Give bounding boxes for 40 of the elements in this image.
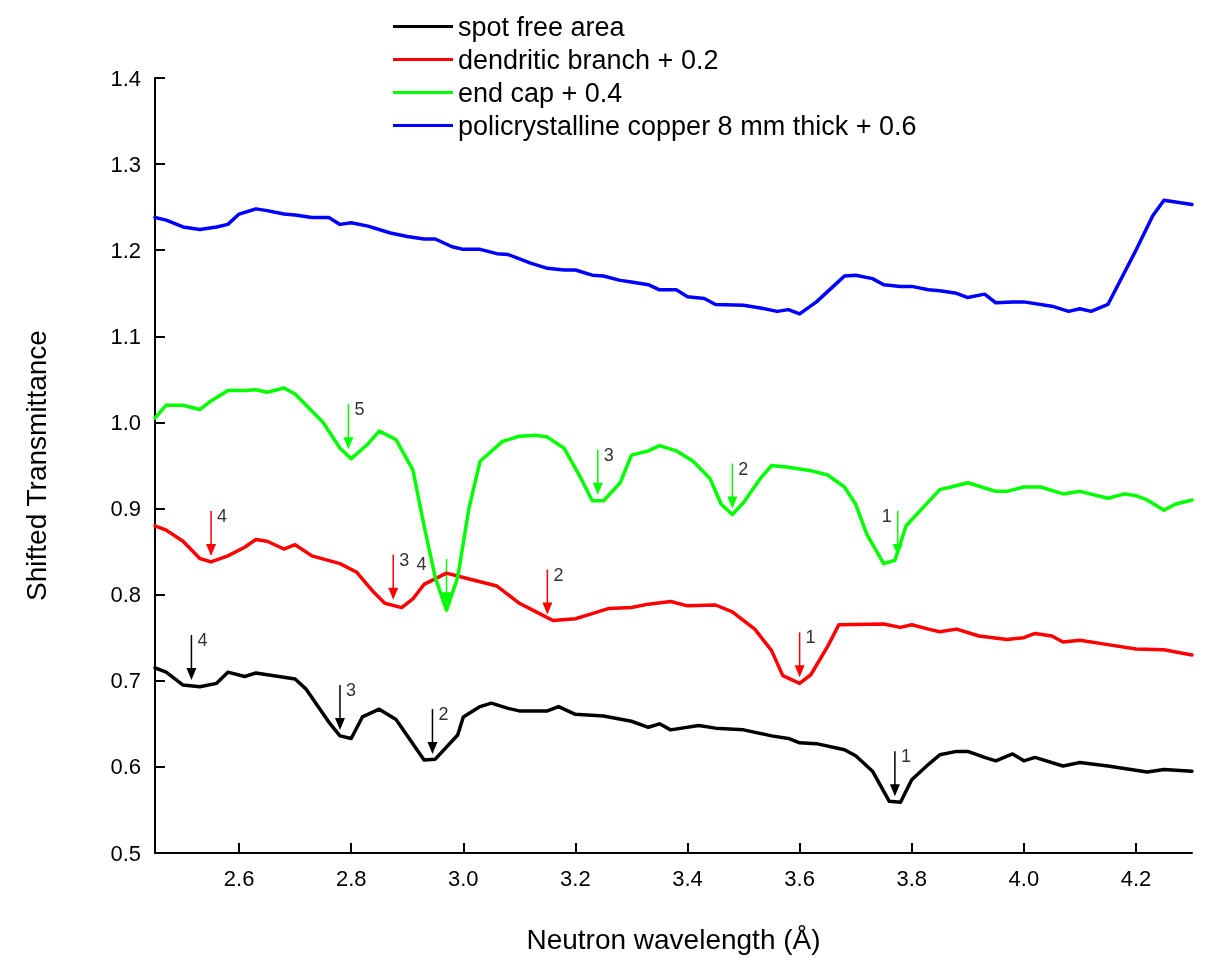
- legend-label: dendritic branch + 0.2: [458, 44, 719, 75]
- y-tick-label: 0.5: [110, 840, 141, 866]
- annotation: 2: [553, 564, 564, 585]
- legend-label: policrystalline copper 8 mm thick + 0.6: [458, 110, 917, 141]
- x-tick-label: 3.8: [896, 865, 928, 891]
- annotation: 3: [345, 679, 356, 700]
- x-tick-label: 4.0: [1008, 865, 1040, 891]
- x-tick-label: 4.2: [1120, 865, 1152, 891]
- annotation: 4: [197, 629, 208, 650]
- annotation: 2: [438, 704, 449, 724]
- y-tick-label: 1.3: [110, 151, 141, 177]
- annotation: 3: [603, 444, 614, 465]
- annotation: 4: [416, 554, 427, 575]
- y-tick-label: 1.2: [110, 237, 141, 263]
- y-tick-label: 0.9: [110, 496, 141, 522]
- x-axis-title: Neutron wavelength (Å): [526, 923, 821, 955]
- x-tick-label: 3.0: [448, 865, 479, 891]
- x-tick-label: 2.8: [335, 865, 367, 891]
- line-series: [153, 386, 1194, 612]
- annotation: 3: [399, 549, 410, 570]
- annotation: 2: [738, 458, 749, 479]
- annotation: 1: [805, 627, 816, 648]
- legend-label: spot free area: [458, 11, 626, 42]
- y-tick-label: 0.7: [110, 668, 141, 694]
- y-tick-label: 1.0: [110, 409, 141, 435]
- annotation: 5: [354, 399, 365, 420]
- annotation: 4: [217, 505, 228, 526]
- x-tick-label: 3.4: [672, 865, 703, 891]
- y-tick-label: 1.4: [110, 65, 141, 91]
- x-tick-label: 3.2: [560, 865, 591, 891]
- line-series: [153, 198, 1194, 316]
- y-tick-label: 1.1: [110, 323, 141, 349]
- x-tick-label: 2.6: [223, 865, 255, 891]
- y-tick-label: 0.6: [110, 754, 141, 780]
- y-axis-title: Shifted Transmittance: [20, 330, 52, 601]
- x-tick-label: 3.6: [784, 865, 815, 891]
- annotation: 1: [881, 505, 892, 526]
- annotation: 1: [900, 746, 911, 767]
- y-tick-label: 0.8: [110, 582, 141, 608]
- legend-label: end cap + 0.4: [458, 77, 623, 108]
